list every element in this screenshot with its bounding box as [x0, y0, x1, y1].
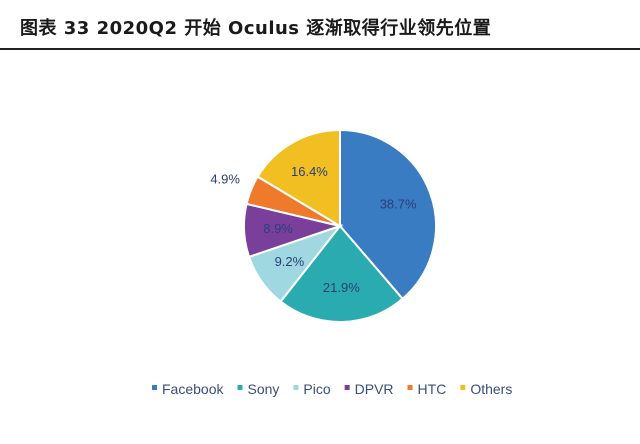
slice-label-pico: 9.2% [275, 254, 305, 269]
pie-slices [243, 128, 437, 323]
pie-slice-labels: 38.7% 21.9% 9.2% 8.9% 4.9% 16.4% [210, 164, 417, 295]
legend-label-dpvr: DPVR [355, 381, 394, 397]
legend-label-sony: Sony [247, 381, 279, 397]
legend-swatch-htc [407, 385, 413, 390]
legend-swatch-facebook [152, 385, 157, 390]
legend: Facebook Sony Pico DPVR HTC Others [152, 381, 512, 397]
slice-label-facebook: 38.7% [380, 196, 417, 211]
legend-item-others: Others [460, 381, 512, 397]
pie-slice-others [256, 128, 341, 228]
slice-label-dpvr: 8.9% [263, 221, 293, 236]
legend-label-facebook: Facebook [162, 381, 224, 397]
title-divider [0, 48, 640, 50]
legend-swatch-sony [237, 385, 243, 390]
slice-label-sony: 21.9% [323, 280, 360, 295]
legend-item-facebook: Facebook [152, 381, 224, 397]
legend-swatch-others [460, 385, 466, 390]
legend-item-pico: Pico [293, 381, 331, 397]
figure-title: 图表 33 2020Q2 开始 Oculus 逐渐取得行业领先位置 [20, 18, 492, 39]
legend-label-others: Others [470, 381, 512, 397]
legend-item-dpvr: DPVR [344, 381, 394, 397]
legend-label-htc: HTC [418, 381, 447, 397]
legend-item-sony: Sony [237, 381, 279, 397]
legend-label-pico: Pico [303, 381, 330, 397]
legend-swatch-dpvr [344, 385, 350, 390]
slice-label-htc: 4.9% [210, 171, 240, 186]
pie-slice-sony [279, 224, 404, 323]
legend-item-htc: HTC [407, 381, 447, 397]
pie-slice-facebook [339, 128, 437, 301]
legend-swatch-pico [293, 385, 299, 390]
slice-label-others: 16.4% [291, 164, 328, 179]
